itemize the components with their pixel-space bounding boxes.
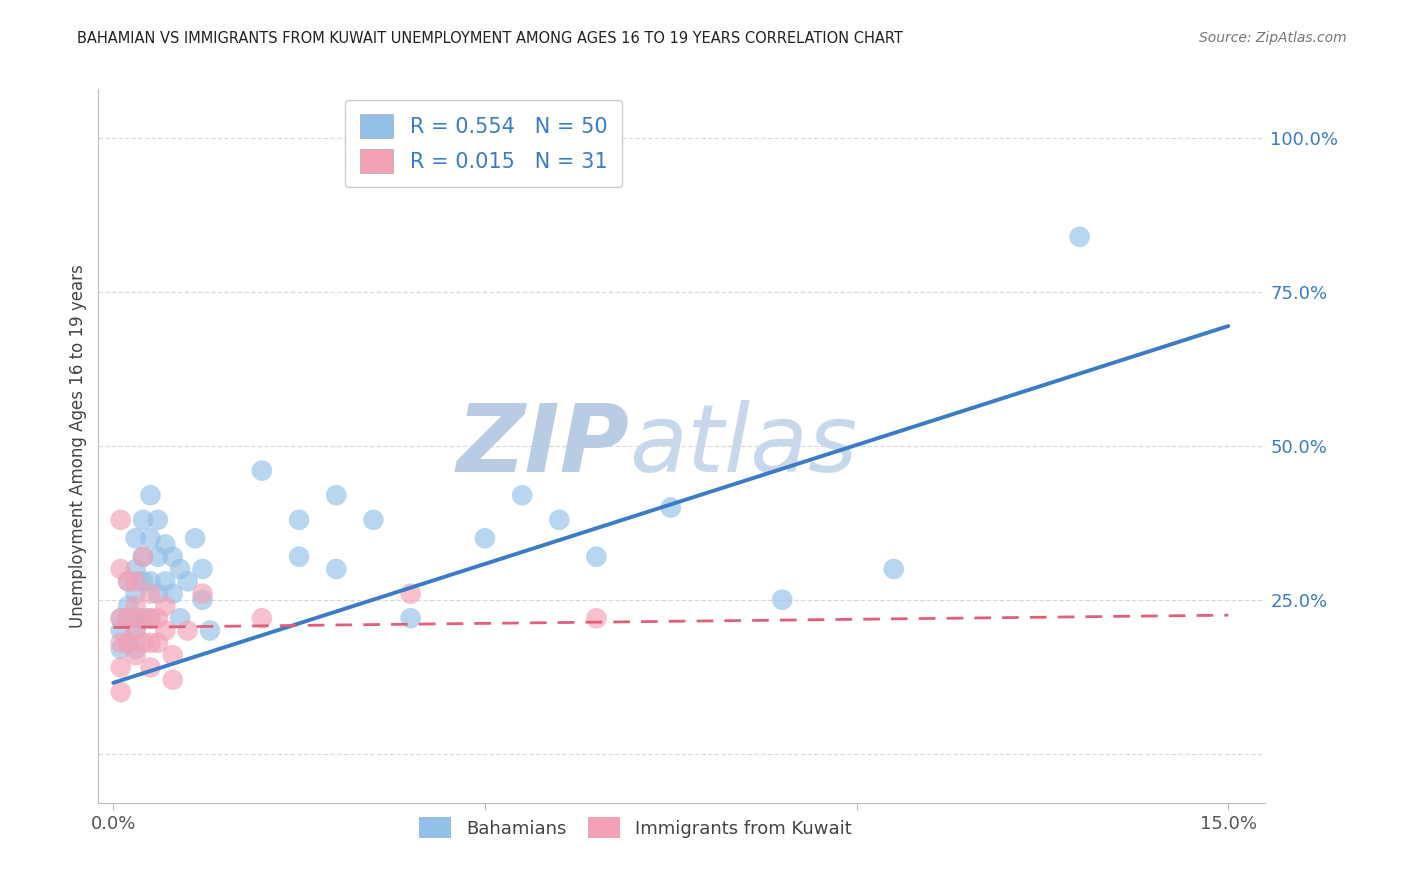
Text: atlas: atlas [630, 401, 858, 491]
Text: ZIP: ZIP [457, 400, 630, 492]
Point [124, 562, 146, 576]
Point [155, 574, 177, 589]
Point [110, 660, 132, 674]
Point [117, 636, 139, 650]
Point [132, 549, 155, 564]
Point [155, 624, 177, 638]
Point [399, 587, 422, 601]
Point [124, 642, 146, 657]
Point [139, 611, 162, 625]
Point [288, 513, 311, 527]
Point [110, 642, 132, 657]
Point [110, 611, 132, 625]
Point [124, 611, 146, 625]
Point [139, 531, 162, 545]
Point [250, 464, 273, 478]
Point [325, 488, 347, 502]
Point [132, 549, 155, 564]
Point [110, 513, 132, 527]
Point [139, 488, 162, 502]
Point [155, 599, 177, 613]
Point [191, 562, 214, 576]
Point [162, 587, 184, 601]
Point [132, 574, 155, 589]
Point [770, 592, 793, 607]
Legend: Bahamians, Immigrants from Kuwait: Bahamians, Immigrants from Kuwait [411, 808, 860, 847]
Point [139, 636, 162, 650]
Text: Source: ZipAtlas.com: Source: ZipAtlas.com [1199, 31, 1347, 45]
Point [124, 531, 146, 545]
Point [139, 587, 162, 601]
Point [124, 624, 146, 638]
Point [585, 611, 607, 625]
Point [325, 562, 347, 576]
Point [124, 648, 146, 662]
Point [132, 513, 155, 527]
Point [510, 488, 533, 502]
Point [176, 624, 198, 638]
Point [155, 537, 177, 551]
Point [110, 562, 132, 576]
Point [132, 636, 155, 650]
Point [117, 611, 139, 625]
Point [117, 611, 139, 625]
Point [184, 531, 207, 545]
Point [162, 549, 184, 564]
Point [146, 549, 169, 564]
Point [162, 648, 184, 662]
Point [659, 500, 682, 515]
Point [399, 611, 422, 625]
Point [250, 611, 273, 625]
Point [191, 587, 214, 601]
Point [146, 587, 169, 601]
Point [191, 592, 214, 607]
Point [169, 611, 191, 625]
Point [124, 587, 146, 601]
Point [139, 611, 162, 625]
Point [124, 624, 146, 638]
Point [124, 574, 146, 589]
Point [169, 562, 191, 576]
Point [198, 624, 221, 638]
Point [883, 562, 905, 576]
Point [585, 549, 607, 564]
Point [117, 599, 139, 613]
Point [117, 574, 139, 589]
Point [548, 513, 571, 527]
Point [176, 574, 198, 589]
Point [132, 611, 155, 625]
Point [1069, 230, 1091, 244]
Point [110, 624, 132, 638]
Point [124, 599, 146, 613]
Point [110, 685, 132, 699]
Point [146, 513, 169, 527]
Point [146, 636, 169, 650]
Point [139, 574, 162, 589]
Point [132, 611, 155, 625]
Point [110, 636, 132, 650]
Point [288, 549, 311, 564]
Point [162, 673, 184, 687]
Y-axis label: Unemployment Among Ages 16 to 19 years: Unemployment Among Ages 16 to 19 years [69, 264, 87, 628]
Point [474, 531, 496, 545]
Point [139, 660, 162, 674]
Point [117, 636, 139, 650]
Point [110, 611, 132, 625]
Text: BAHAMIAN VS IMMIGRANTS FROM KUWAIT UNEMPLOYMENT AMONG AGES 16 TO 19 YEARS CORREL: BAHAMIAN VS IMMIGRANTS FROM KUWAIT UNEMP… [77, 31, 903, 46]
Point [363, 513, 385, 527]
Point [117, 574, 139, 589]
Point [146, 611, 169, 625]
